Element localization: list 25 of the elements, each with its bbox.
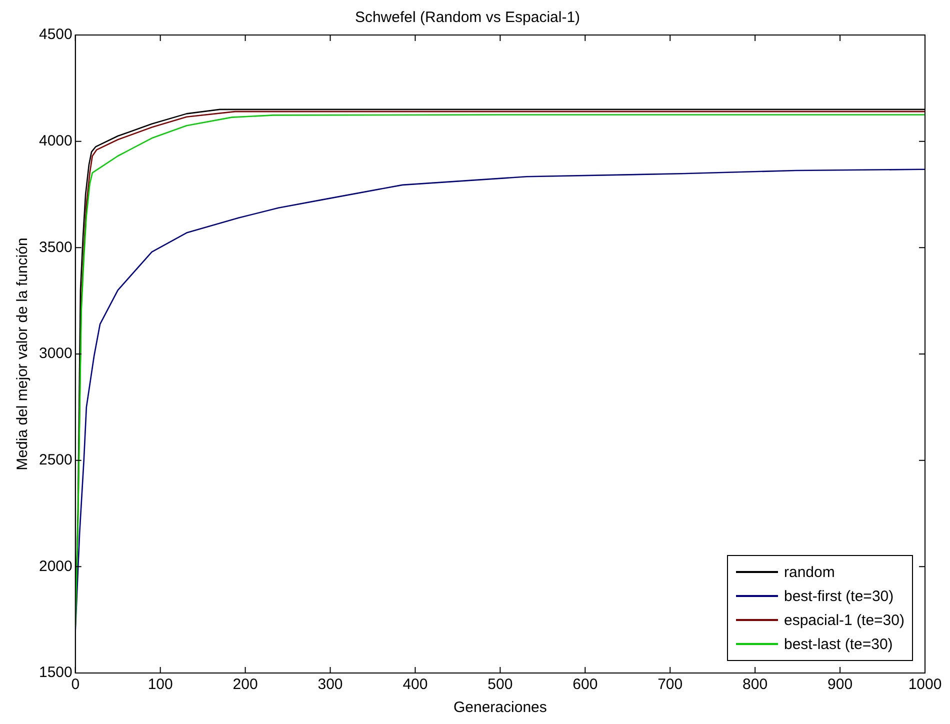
chart-title: Schwefel (Random vs Espacial-1) bbox=[354, 9, 580, 26]
y-tick-label: 2000 bbox=[38, 558, 72, 575]
x-tick-label: 400 bbox=[402, 676, 428, 694]
legend-label: best-last (te=30) bbox=[784, 636, 893, 652]
x-tick-label: 800 bbox=[742, 676, 768, 694]
y-axis-title: Media del mejor valor de la función bbox=[14, 238, 32, 470]
x-axis-title: Generaciones bbox=[453, 699, 547, 716]
x-tick-label: 0 bbox=[71, 676, 80, 694]
legend-label: random bbox=[784, 564, 835, 580]
y-tick-label: 3000 bbox=[38, 345, 72, 362]
y-tick-label: 4000 bbox=[38, 132, 72, 150]
y-tick-label: 3500 bbox=[38, 238, 72, 256]
x-tick-label: 100 bbox=[148, 676, 173, 694]
x-tick-label: 1000 bbox=[908, 676, 942, 694]
x-tick-label: 600 bbox=[572, 676, 598, 694]
x-tick-label: 900 bbox=[828, 676, 853, 694]
x-tick-label: 500 bbox=[488, 676, 513, 694]
y-tick-label: 2500 bbox=[38, 451, 72, 468]
x-tick-label: 700 bbox=[658, 676, 683, 694]
legend-label: espacial-1 (te=30) bbox=[784, 612, 904, 628]
x-tick-label: 300 bbox=[318, 676, 343, 694]
x-tick-label: 200 bbox=[232, 676, 258, 694]
y-tick-label: 1500 bbox=[38, 664, 72, 682]
y-tick-label: 4500 bbox=[38, 26, 72, 44]
legend-label: best-first (te=30) bbox=[784, 588, 894, 604]
